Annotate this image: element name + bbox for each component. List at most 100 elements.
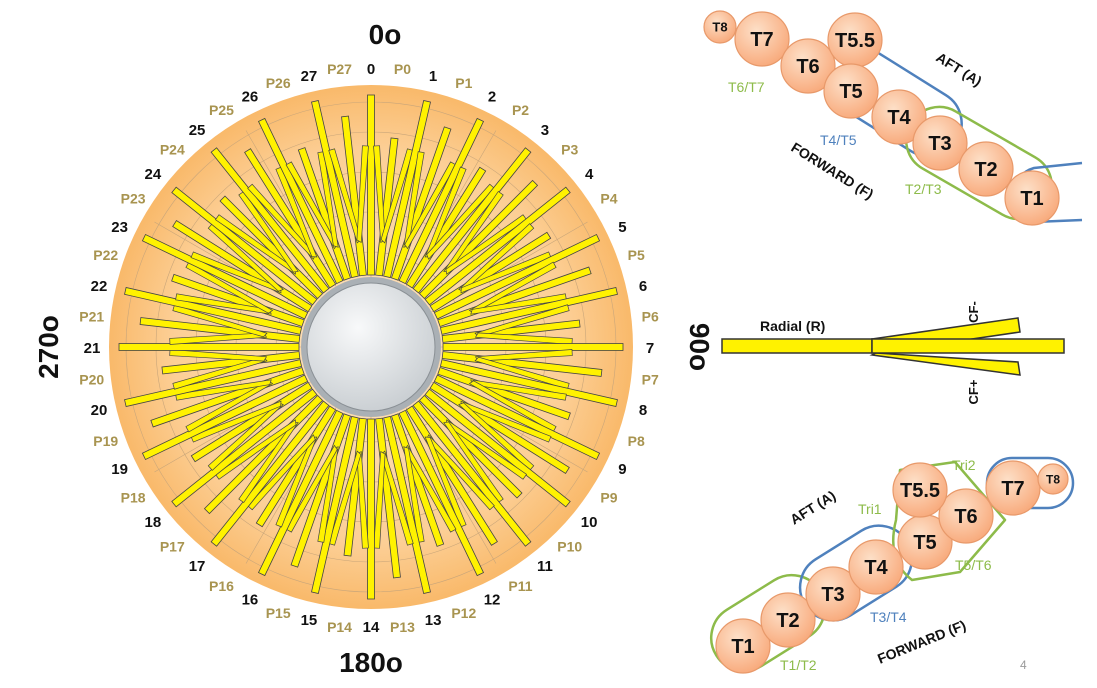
wheel-p-label: P2 — [512, 102, 529, 118]
vane-blade — [468, 380, 557, 433]
wheel-p-label: P13 — [390, 619, 415, 635]
vane-p — [418, 179, 539, 300]
node-t8: T8 — [703, 10, 737, 44]
vane-numbered — [424, 388, 571, 508]
vane-bar — [311, 100, 359, 279]
wheel-p-label: P15 — [266, 605, 291, 621]
wheel-number-label: 8 — [639, 402, 647, 419]
vane-bar — [171, 186, 318, 306]
vane-numbered — [433, 233, 601, 320]
node-t7: T7 — [734, 11, 790, 67]
vane-blade — [317, 151, 339, 248]
node-label: T2 — [974, 159, 997, 181]
vane-bar — [433, 233, 601, 320]
vane-numbered — [398, 117, 485, 285]
angle-label-top: 0o — [369, 19, 402, 50]
node-label: T7 — [750, 29, 773, 51]
vane-numbered — [367, 418, 375, 600]
node-t7: T7 — [985, 460, 1041, 516]
vane-numbered — [311, 415, 359, 594]
vane-blade — [285, 444, 338, 533]
vane-blade — [214, 419, 297, 480]
vane-bar — [210, 147, 330, 294]
node-label: T1 — [731, 636, 754, 658]
bottom-group-label-t3-t4: T3/T4 — [870, 609, 907, 625]
wheel-number-label: 23 — [111, 219, 128, 236]
node-label: T5.5 — [900, 480, 940, 502]
vane-numbered — [424, 186, 571, 306]
wheel-number-label: 14 — [363, 619, 380, 636]
node-label: T6 — [954, 506, 977, 528]
vane-blade — [247, 434, 316, 511]
radial-vane-shape — [721, 338, 873, 354]
wheel-number-label: 24 — [145, 166, 162, 183]
vane-numbered — [124, 359, 303, 407]
wheel-p-label: P14 — [327, 619, 352, 635]
vane-p — [214, 190, 324, 300]
wheel-p-label: P16 — [209, 578, 234, 594]
vane-bar — [439, 359, 618, 407]
wheel-p-label: P25 — [209, 102, 234, 118]
vane-bar — [311, 415, 359, 594]
wheel-p-label: P19 — [93, 433, 118, 449]
node-t3: T3 — [912, 115, 968, 171]
vane-numbered — [141, 233, 309, 320]
node-t6: T6 — [780, 38, 836, 94]
vane-numbered — [367, 94, 375, 276]
hub — [306, 282, 436, 412]
vane-bar — [439, 287, 618, 335]
vane-blade — [404, 161, 457, 250]
vane-p — [285, 147, 352, 281]
vane-bar — [210, 400, 330, 547]
wheel-number-label: 22 — [91, 278, 108, 295]
vane-numbered — [124, 287, 303, 335]
top-aft-label: AFT (A) — [933, 49, 984, 89]
angle-label-left: 270o — [33, 315, 64, 379]
wheel-p-label: P0 — [394, 61, 411, 77]
vane-blade — [207, 223, 284, 292]
vane-p — [161, 349, 301, 390]
vane-blade — [474, 332, 573, 345]
vane-blade — [275, 166, 318, 258]
vane-wheel: 0 P0 1 P12P23P34P45P56P67P78P89P910P1011P11… — [79, 61, 659, 636]
node-circle — [848, 539, 904, 595]
slide-number: 4 — [1020, 658, 1027, 672]
vane-p — [437, 261, 592, 328]
top-forward-label: FORWARD (F) — [788, 139, 876, 202]
vane-numbered — [442, 343, 624, 351]
wheel-number-label: 21 — [84, 340, 101, 357]
vane-p — [139, 304, 301, 345]
vane-blade — [474, 356, 570, 390]
vane-p — [373, 417, 414, 579]
wheel-p-label: P9 — [600, 490, 617, 506]
node-label: T5 — [913, 532, 936, 554]
vane-bar — [398, 117, 485, 285]
vane-numbered — [383, 100, 431, 279]
node-t1: T1 — [1004, 170, 1060, 226]
vane-blade — [445, 214, 528, 275]
vane-p — [244, 148, 337, 289]
bottom-group-label-t1-t2: T1/T2 — [780, 657, 817, 673]
wheel-p-label: P6 — [642, 309, 659, 325]
top-node-cluster: T8 T7 T6 T5.5 T5 T4 T3 T2 T1 AFT (A) FORWARD (F)… — [703, 10, 1083, 226]
vane-p — [172, 220, 313, 313]
node-circle — [985, 460, 1041, 516]
vane-numbered — [433, 374, 601, 461]
bottom-group-label-tri1: Tri1 — [858, 501, 882, 517]
vane-blade — [175, 379, 272, 401]
vane-blade — [373, 450, 386, 549]
node-label: T5 — [839, 81, 862, 103]
node-circle — [958, 141, 1014, 197]
bottom-group-label-tri2: Tri2 — [952, 457, 976, 473]
node-label: T2 — [776, 610, 799, 632]
vane-numbered — [210, 400, 330, 547]
wheel-number-label: 0 — [367, 61, 375, 78]
vane-numbered — [171, 186, 318, 306]
node-label: T7 — [1001, 478, 1024, 500]
node-label: T4 — [864, 557, 888, 579]
vane-p — [285, 413, 352, 568]
vane-blade — [328, 450, 362, 546]
wheel-number-label: 5 — [618, 219, 626, 236]
node-circle — [823, 63, 879, 119]
